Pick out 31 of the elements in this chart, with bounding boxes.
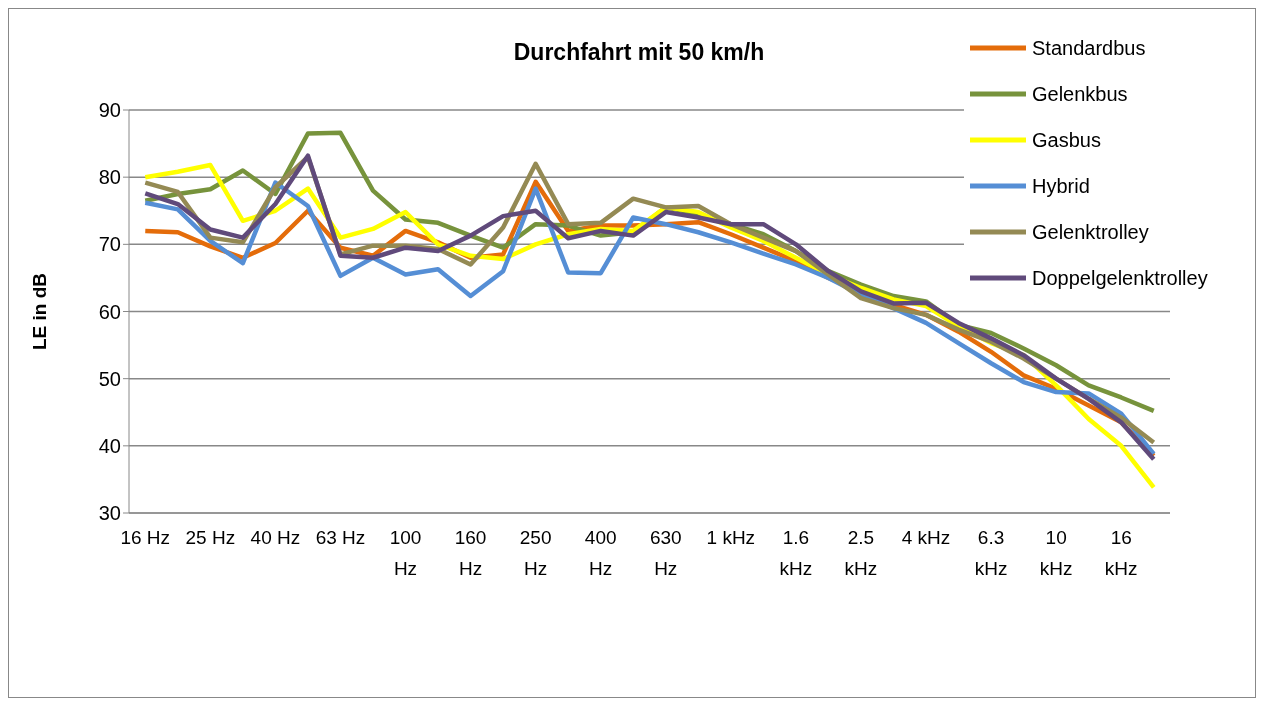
x-tick-label: 4 kHz	[901, 527, 951, 548]
legend-label: Gelenktrolley	[1032, 220, 1149, 244]
y-tick-label: 80	[98, 166, 121, 189]
x-tick-label: 250 Hz	[519, 527, 552, 579]
x-tick-label: 25 Hz	[185, 527, 236, 548]
x-tick-label: 2.5 kHz	[844, 527, 878, 579]
legend-label: Gelenkbus	[1032, 82, 1128, 106]
x-tick-label: 16 Hz	[120, 527, 171, 548]
legend-label: Gasbus	[1032, 128, 1101, 152]
y-tick-label: 40	[98, 434, 121, 457]
y-tick-label: 60	[98, 300, 121, 323]
x-tick-label: 100 Hz	[389, 527, 422, 579]
legend-label: Hybrid	[1032, 174, 1090, 198]
y-tick-label: 70	[98, 233, 121, 256]
x-tick-label: 400 Hz	[584, 527, 617, 579]
x-tick-label: 630 Hz	[649, 527, 682, 579]
y-tick-label: 90	[98, 99, 121, 122]
y-tick-label: 50	[98, 367, 121, 390]
x-tick-label: 160 Hz	[454, 527, 487, 579]
legend-label: Standardbus	[1032, 36, 1146, 60]
x-tick-label: 1 kHz	[706, 527, 756, 548]
y-tick-label: 30	[98, 502, 121, 525]
x-tick-label: 10 kHz	[1039, 527, 1073, 579]
legend-label: Doppelgelenktrolley	[1032, 266, 1208, 290]
x-tick-label: 16 kHz	[1104, 527, 1138, 579]
y-axis-title: LE in dB	[28, 272, 50, 351]
chart-title: Durchfahrt mit 50 km/h	[512, 39, 766, 66]
x-tick-label: 40 Hz	[250, 527, 301, 548]
x-tick-label: 63 Hz	[315, 527, 366, 548]
x-tick-label: 1.6 kHz	[779, 527, 813, 579]
x-tick-label: 6.3 kHz	[974, 527, 1008, 579]
